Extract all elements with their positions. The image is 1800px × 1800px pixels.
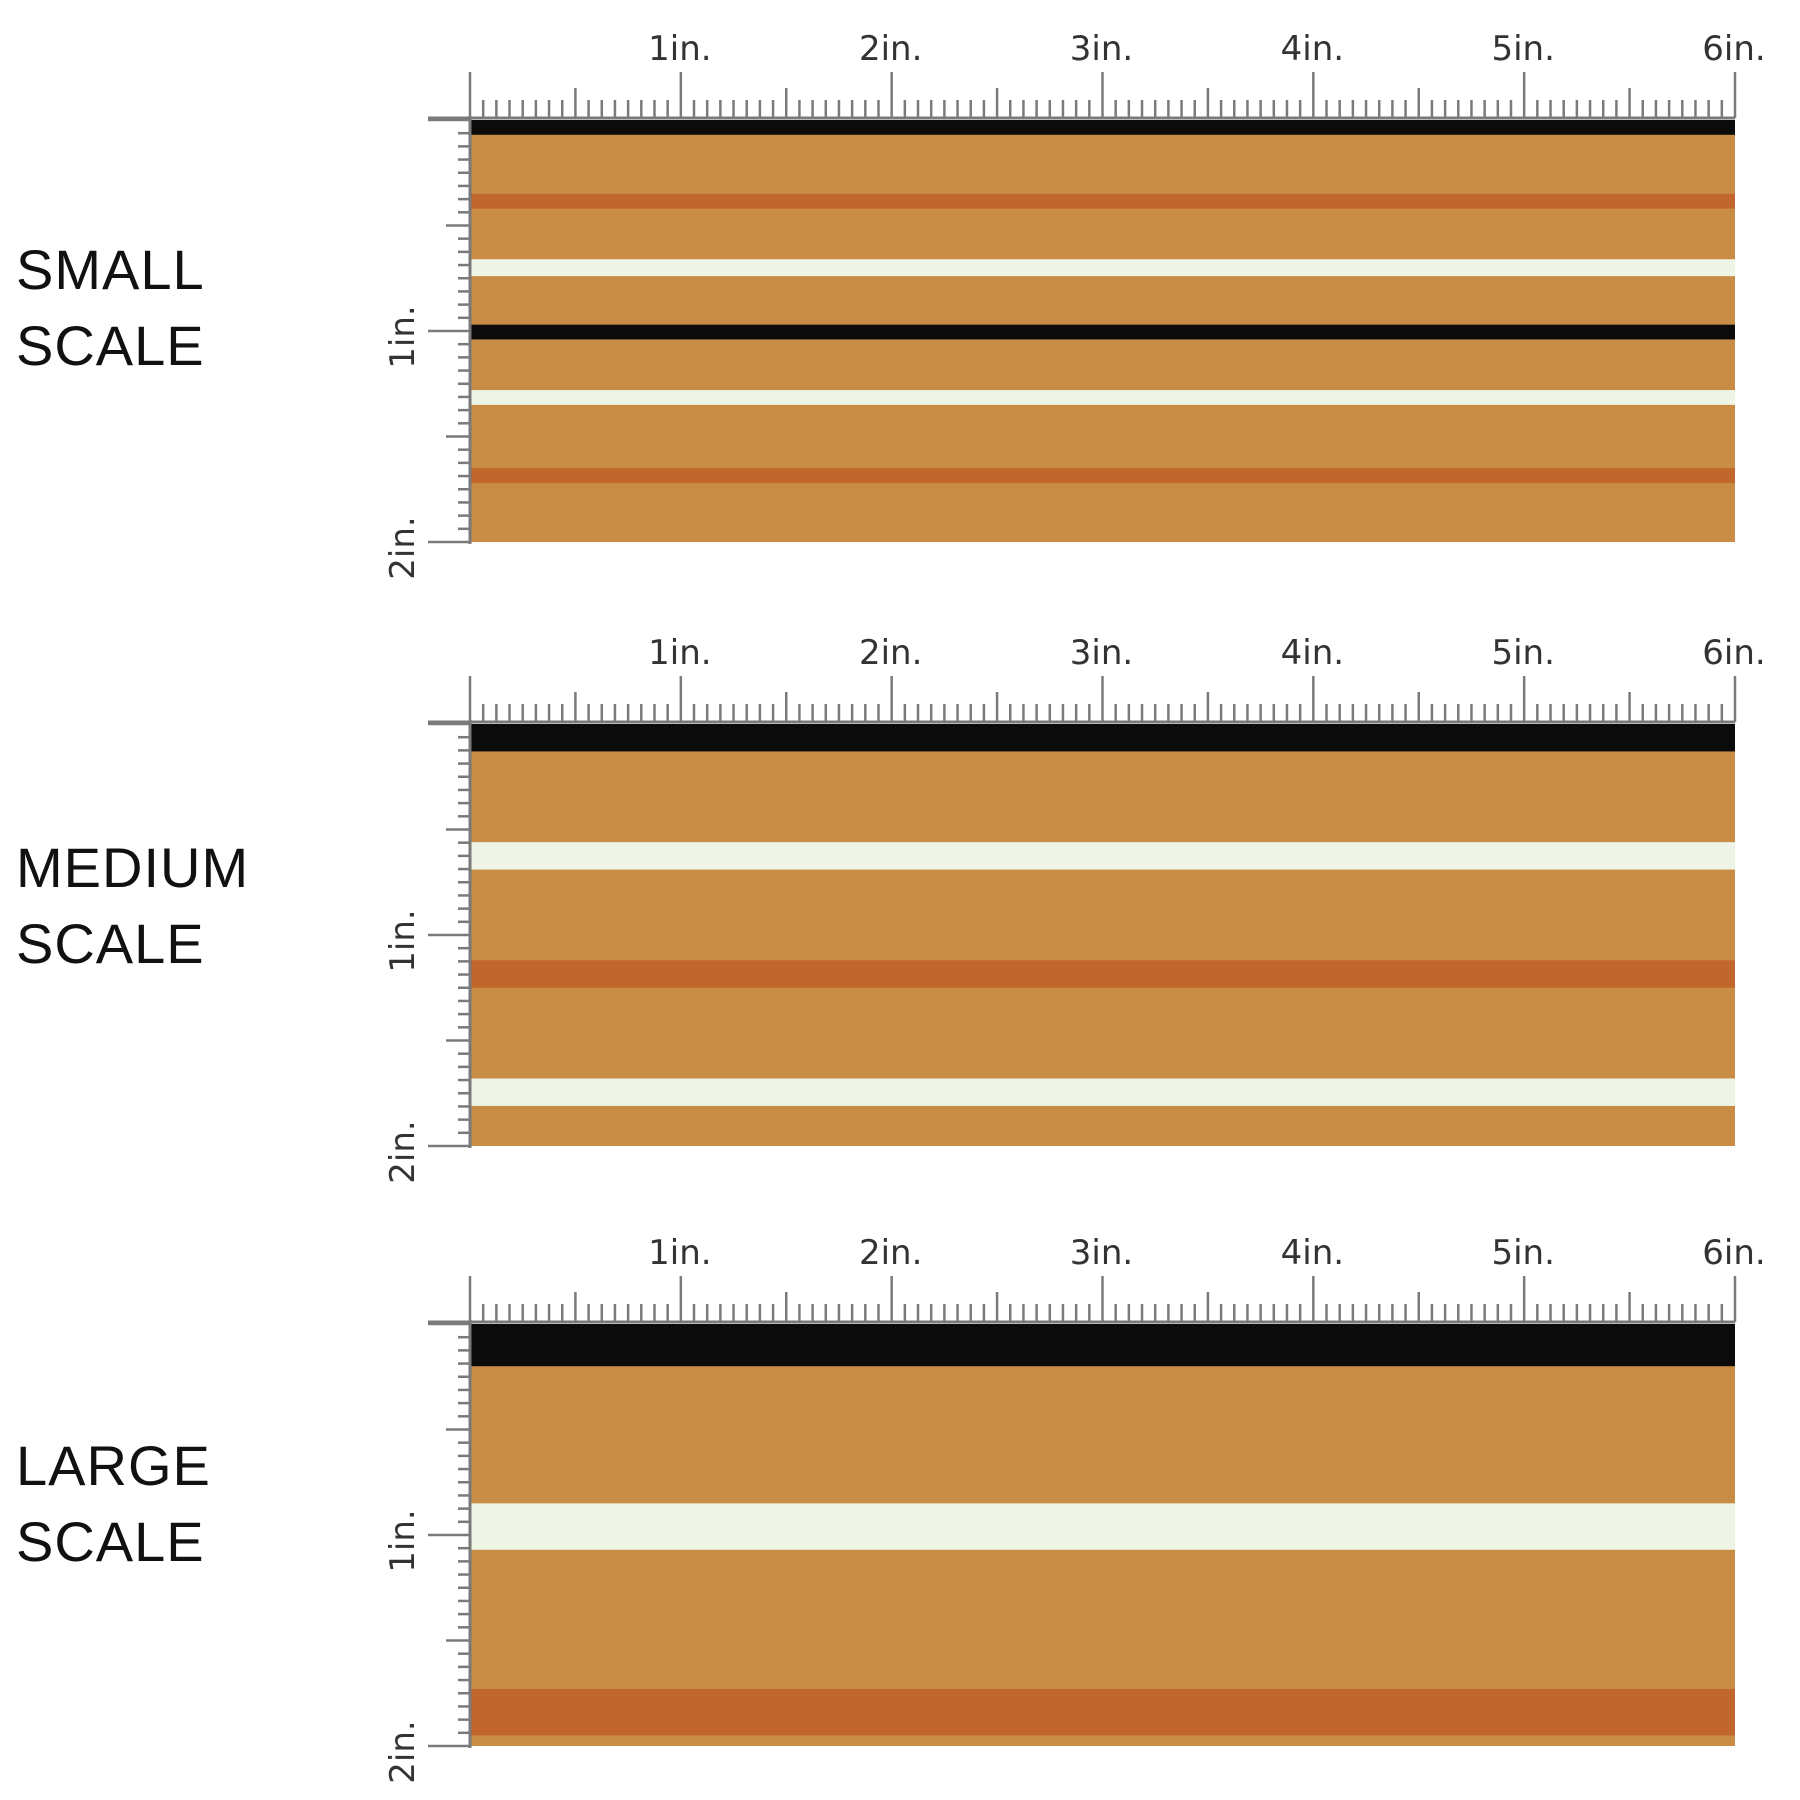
stripe-rust	[470, 960, 1735, 988]
small-scale-section: SMALL SCALE 1in. 2in. 3in. 4in. 5in. 6in. 1in.…	[0, 0, 1800, 600]
stripe-black	[470, 724, 1735, 752]
fabric-swatch	[470, 724, 1735, 1146]
stripe-black	[470, 1324, 1735, 1367]
top-ruler-label: 5in.	[1491, 633, 1554, 673]
fabric-swatch-ruler: 1in. 2in. 3in. 4in. 5in. 6in. 1in. 2in.	[383, 633, 1766, 1184]
stripe-cream	[470, 1078, 1735, 1106]
side-ruler-label: 2in.	[383, 516, 423, 579]
top-ruler-label: 1in.	[648, 633, 711, 673]
stripe-black	[470, 324, 1735, 340]
scale-title-line1: LARGE	[16, 1434, 211, 1497]
scale-title-line1: SMALL	[16, 238, 205, 301]
scale-title-line2: SCALE	[16, 314, 205, 377]
stripe-rust	[470, 193, 1735, 209]
top-ruler-label: 6in.	[1702, 1233, 1765, 1273]
scale-title-line2: SCALE	[16, 1510, 205, 1573]
top-ruler-label: 2in.	[859, 29, 922, 69]
top-ruler-label: 3in.	[1070, 633, 1133, 673]
top-ruler-label: 2in.	[859, 1233, 922, 1273]
stripe-cream	[470, 1503, 1735, 1550]
side-ruler-label: 1in.	[383, 1509, 423, 1572]
large-scale-section: LARGE SCALE 1in. 2in. 3in. 4in. 5in. 6in. 1in.…	[0, 1200, 1800, 1800]
top-ruler-label: 4in.	[1281, 29, 1344, 69]
top-ruler-label: 6in.	[1702, 29, 1765, 69]
top-ruler-label: 6in.	[1702, 633, 1765, 673]
stripe-black	[470, 120, 1735, 135]
top-ruler-label: 4in.	[1281, 633, 1344, 673]
scale-title-line2: SCALE	[16, 912, 205, 975]
top-ruler-label: 5in.	[1491, 29, 1554, 69]
side-ruler-label: 2in.	[383, 1120, 423, 1183]
fabric-swatch-ruler: 1in. 2in. 3in. 4in. 5in. 6in. 1in. 2in.	[383, 1233, 1766, 1784]
side-ruler-label: 1in.	[383, 909, 423, 972]
fabric-swatch-ruler: 1in. 2in. 3in. 4in. 5in. 6in. 1in. 2in.	[383, 29, 1766, 580]
scale-title: LARGE SCALE	[16, 1428, 211, 1580]
top-ruler-label: 3in.	[1070, 29, 1133, 69]
top-ruler-label: 5in.	[1491, 1233, 1554, 1273]
stripe-rust	[470, 468, 1735, 483]
stripe-cream	[470, 842, 1735, 870]
top-ruler-label: 1in.	[648, 29, 711, 69]
top-ruler-label: 4in.	[1281, 1233, 1344, 1273]
side-ruler-label: 2in.	[383, 1720, 423, 1783]
top-ruler-label: 2in.	[859, 633, 922, 673]
scale-title-line1: MEDIUM	[16, 836, 250, 899]
medium-scale-section: MEDIUM SCALE 1in. 2in. 3in. 4in. 5in. 6in. 1in…	[0, 600, 1800, 1200]
scale-title: MEDIUM SCALE	[16, 830, 249, 982]
stripe-cream	[470, 259, 1735, 277]
scale-title: SMALL SCALE	[16, 232, 205, 384]
stripe-rust	[470, 1689, 1735, 1736]
top-ruler-label: 3in.	[1070, 1233, 1133, 1273]
side-ruler-label: 1in.	[383, 305, 423, 368]
stripe-cream	[470, 390, 1735, 405]
top-ruler-label: 1in.	[648, 1233, 711, 1273]
